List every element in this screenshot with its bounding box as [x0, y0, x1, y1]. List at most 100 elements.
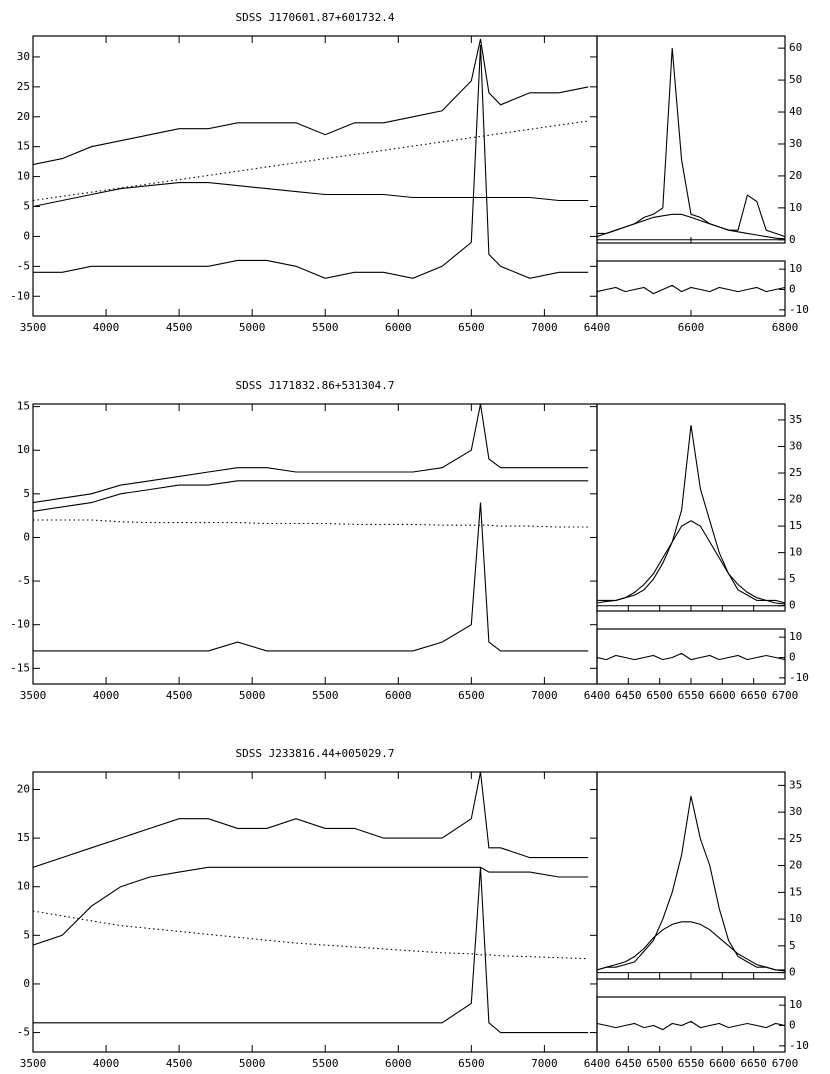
y-tick-label: 0	[789, 1019, 796, 1032]
y-tick-label: 20	[789, 493, 802, 506]
spectrum-line	[33, 519, 589, 528]
x-tick-label: 6600	[709, 1057, 736, 1070]
y-tick-label: 0	[789, 651, 796, 664]
x-tick-label: 6000	[385, 1057, 412, 1070]
y-tick-label: 30	[789, 805, 802, 818]
panel-title: SDSS J233816.44+005029.7	[236, 747, 395, 760]
x-tick-label: 6700	[772, 689, 799, 702]
x-tick-label: 5500	[312, 1057, 339, 1070]
y-tick-label: 35	[789, 778, 802, 791]
y-tick-label: 20	[17, 783, 30, 796]
y-tick-label: 10	[789, 262, 802, 275]
x-tick-label: 6650	[740, 689, 767, 702]
y-tick-label: 0	[789, 966, 796, 979]
spectrum-line	[33, 867, 589, 1034]
y-tick-label: 10	[17, 880, 30, 893]
x-tick-label: 6400	[584, 321, 611, 334]
y-tick-label: 20	[789, 859, 802, 872]
spectrum-line	[597, 652, 785, 661]
y-tick-label: 20	[789, 169, 802, 182]
y-tick-label: 25	[789, 466, 802, 479]
y-tick-label: 10	[789, 630, 802, 643]
spectrum-line	[33, 910, 589, 960]
spectrum-line	[33, 480, 589, 512]
y-tick-label: 20	[17, 110, 30, 123]
spectrum-line	[33, 404, 589, 504]
x-tick-label: 3500	[20, 689, 47, 702]
y-tick-label: 5	[23, 928, 30, 941]
y-tick-label: 15	[789, 885, 802, 898]
y-tick-label: 50	[789, 73, 802, 86]
spectrum-line	[597, 520, 785, 605]
x-tick-label: 6650	[740, 1057, 767, 1070]
x-tick-label: 6550	[678, 689, 705, 702]
x-tick-label: 6450	[615, 689, 642, 702]
y-tick-label: 10	[789, 998, 802, 1011]
x-tick-label: 6400	[584, 689, 611, 702]
x-tick-label: 5000	[239, 1057, 266, 1070]
x-tick-label: 7000	[531, 1057, 558, 1070]
x-tick-label: 4500	[166, 1057, 193, 1070]
y-tick-label: 15	[17, 400, 30, 413]
y-tick-label: -10	[789, 671, 809, 684]
y-tick-label: 0	[789, 599, 796, 612]
y-tick-label: 40	[789, 105, 802, 118]
x-tick-label: 5000	[239, 321, 266, 334]
residual-frame	[596, 628, 786, 685]
spectrum-line	[33, 38, 589, 166]
inset-frame	[596, 771, 786, 980]
y-tick-label: -10	[789, 1039, 809, 1052]
spectrum-line	[597, 284, 785, 295]
y-tick-label: 5	[23, 487, 30, 500]
y-tick-label: 0	[23, 977, 30, 990]
spectrum-line	[597, 795, 785, 971]
x-tick-label: 6550	[678, 1057, 705, 1070]
y-tick-label: 15	[17, 140, 30, 153]
x-tick-label: 6500	[458, 1057, 485, 1070]
y-tick-label: 60	[789, 41, 802, 54]
spectrum-line	[33, 772, 589, 868]
x-tick-label: 7000	[531, 689, 558, 702]
spectrum-line	[33, 502, 589, 652]
y-tick-label: 5	[789, 572, 796, 585]
y-tick-label: -5	[17, 259, 30, 272]
x-tick-label: 4500	[166, 689, 193, 702]
y-tick-label: 25	[17, 80, 30, 93]
y-tick-label: 10	[789, 201, 802, 214]
x-tick-label: 6500	[458, 689, 485, 702]
y-tick-label: 35	[789, 413, 802, 426]
y-tick-label: 10	[17, 443, 30, 456]
residual-frame	[596, 996, 786, 1053]
x-tick-label: 6500	[646, 689, 673, 702]
spectrum-line	[33, 182, 589, 208]
x-tick-label: 4000	[93, 1057, 120, 1070]
panel-title: SDSS J171832.86+531304.7	[236, 379, 395, 392]
plot-frame	[32, 771, 598, 1053]
plot-frame	[32, 403, 598, 685]
x-tick-label: 6500	[646, 1057, 673, 1070]
residual-frame	[596, 260, 786, 317]
y-tick-label: 25	[789, 832, 802, 845]
y-tick-label: 5	[789, 939, 796, 952]
y-tick-label: 10	[789, 912, 802, 925]
y-tick-label: 30	[789, 439, 802, 452]
y-tick-label: -10	[10, 289, 30, 302]
x-tick-label: 6450	[615, 1057, 642, 1070]
spectrum-line	[597, 213, 785, 240]
x-tick-label: 6800	[772, 321, 799, 334]
y-tick-label: 10	[789, 546, 802, 559]
spectrum-line	[597, 1020, 785, 1031]
x-tick-label: 6600	[709, 689, 736, 702]
x-tick-label: 3500	[20, 321, 47, 334]
y-tick-label: 5	[23, 200, 30, 213]
x-tick-label: 3500	[20, 1057, 47, 1070]
y-tick-label: -5	[17, 574, 30, 587]
y-tick-label: 15	[17, 831, 30, 844]
x-tick-label: 6500	[458, 321, 485, 334]
y-tick-label: 30	[789, 137, 802, 150]
y-tick-label: 0	[789, 283, 796, 296]
x-tick-label: 6400	[584, 1057, 611, 1070]
spectrum-line	[597, 921, 785, 972]
spectrum-line	[33, 44, 589, 279]
